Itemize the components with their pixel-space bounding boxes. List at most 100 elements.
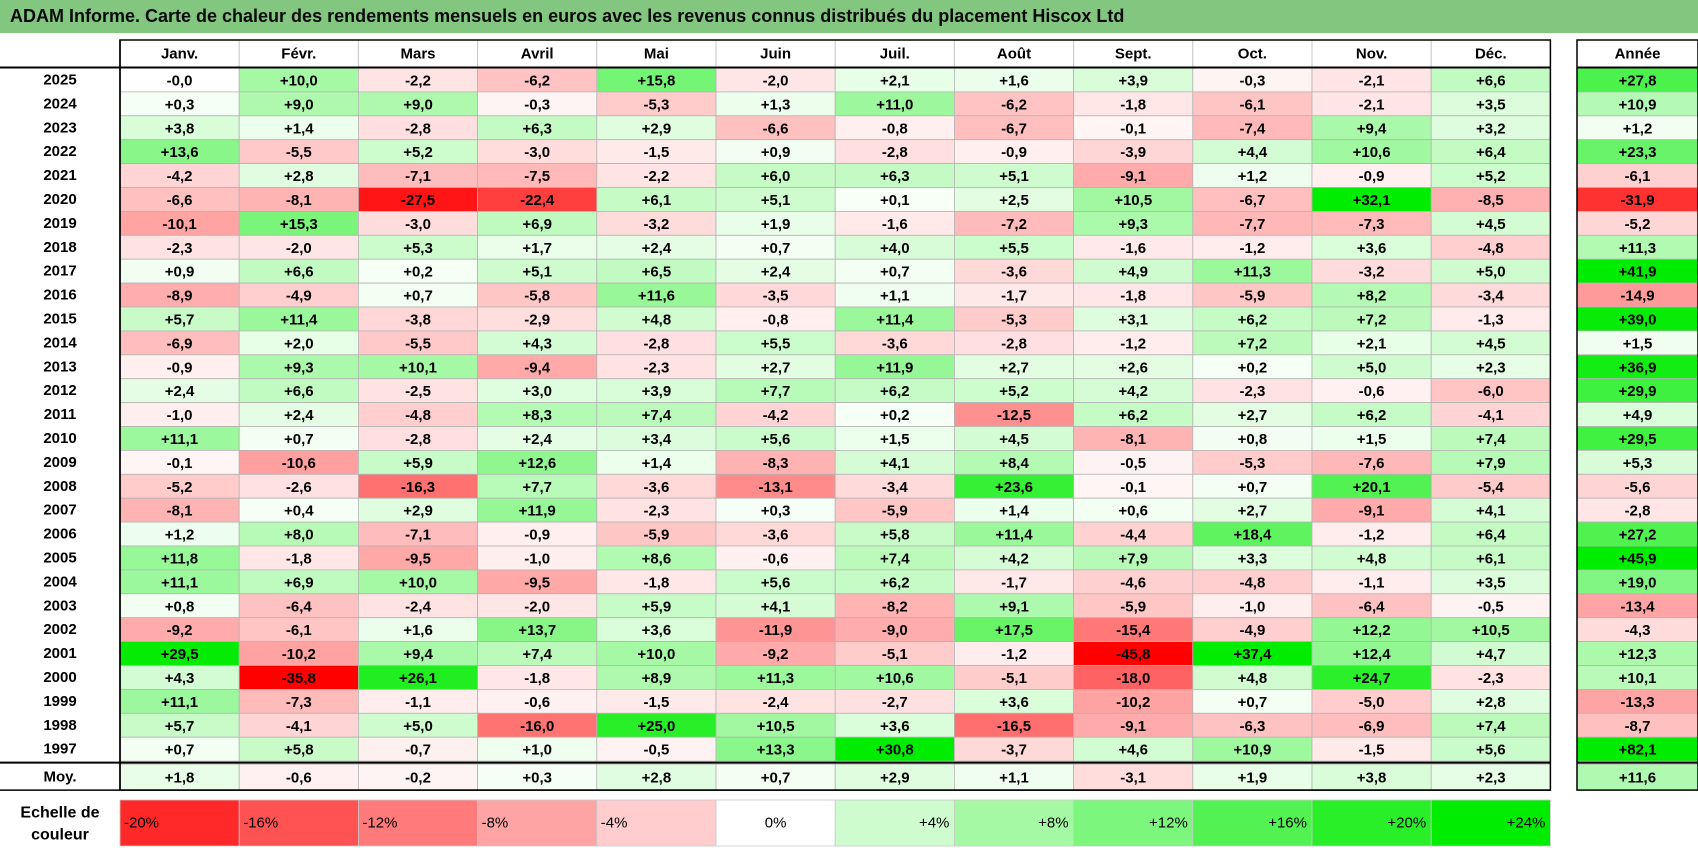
annual-cell-label: +39,0	[1619, 311, 1657, 328]
heatmap-cell-label: +5,2	[403, 144, 433, 161]
heatmap-cell-label: -7,5	[524, 168, 550, 185]
heatmap-cell-label: -0,6	[763, 550, 789, 567]
heatmap-cell-label: -11,9	[759, 622, 792, 639]
heatmap-cell-label: +11,1	[161, 431, 198, 448]
heatmap-cell-label: -7,4	[1239, 120, 1266, 137]
heatmap-cell-label: -5,9	[1120, 598, 1146, 615]
heatmap-cell-label: +6,0	[761, 168, 791, 185]
heatmap-cell-label: -3,9	[1120, 144, 1146, 161]
heatmap-cell-label: -1,3	[1478, 311, 1504, 328]
heatmap-cell-label: -6,1	[286, 622, 312, 639]
average-cell	[954, 763, 1075, 791]
scale-swatch-label: +16%	[1268, 815, 1307, 832]
annual-cell-label: +23,3	[1619, 144, 1657, 161]
average-cell-label: +1,1	[999, 770, 1029, 787]
heatmap-cell-label: +6,4	[1476, 144, 1506, 161]
heatmap-cell-label: +0,8	[165, 598, 195, 615]
heatmap-cell-label: -2,8	[882, 144, 908, 161]
heatmap-cell-label: +5,3	[403, 240, 433, 257]
row-year-label: 2022	[43, 143, 76, 160]
heatmap-cell-label: +12,6	[518, 455, 556, 472]
heatmap-cell-label: -4,4	[1120, 527, 1147, 544]
column-header-cell	[834, 39, 955, 69]
heatmap-cell-label: -8,1	[1120, 431, 1146, 448]
heatmap-cell-label: -9,1	[1359, 503, 1385, 520]
row-year-label: 2018	[43, 239, 76, 256]
heatmap-cell-label: -1,5	[643, 144, 669, 161]
average-cell	[1192, 763, 1313, 791]
heatmap-cell-label: +4,3	[165, 670, 195, 687]
heatmap-cell-label: +5,0	[1357, 359, 1387, 376]
heatmap-cell-label: +0,7	[761, 240, 791, 257]
heatmap-cell-label: +4,3	[522, 335, 552, 352]
average-cell-label: -0,2	[405, 770, 431, 787]
heatmap-cell-label: +3,5	[1476, 574, 1506, 591]
heatmap-cell-label: +1,2	[165, 527, 195, 544]
heatmap-cell-label: -13,1	[758, 479, 792, 496]
heatmap-cell-label: -0,9	[1359, 168, 1385, 185]
heatmap-cell-label: +10,9	[1233, 742, 1271, 759]
heatmap-cell-label: -6,9	[1359, 718, 1385, 735]
heatmap-cell-label: +7,9	[1476, 455, 1506, 472]
heatmap-cell-label: +6,3	[880, 168, 910, 185]
heatmap-cell-label: -16,5	[997, 718, 1031, 735]
heatmap-cell-label: +7,4	[1476, 431, 1506, 448]
heatmap-cell-label: -0,5	[1120, 455, 1146, 472]
annual-cell-label: +36,9	[1619, 359, 1657, 376]
heatmap-cell-label: -0,1	[1120, 120, 1146, 137]
heatmap-cell-label: -0,6	[1359, 383, 1385, 400]
heatmap-cell-label: +5,8	[880, 527, 910, 544]
heatmap-cell-label: -3,4	[1478, 288, 1505, 305]
scale-swatch	[1192, 799, 1313, 847]
row-year-label: 2012	[43, 382, 76, 399]
heatmap-cell-label: -7,1	[405, 527, 431, 544]
heatmap-cell-label: +2,8	[284, 168, 314, 185]
scale-swatch-label: -20%	[124, 815, 159, 832]
heatmap-cell-label: +18,4	[1233, 527, 1272, 544]
heatmap-cell-label: -2,3	[1239, 383, 1265, 400]
heatmap-cell-label: +11,0	[876, 96, 913, 113]
heatmap-cell-label: -2,5	[405, 383, 431, 400]
heatmap-cell-label: -2,0	[524, 598, 550, 615]
heatmap-cell-label: +0,7	[165, 742, 195, 759]
annual-cell-label: -31,9	[1620, 192, 1654, 209]
scale-label-line1: Echelle de	[20, 805, 99, 822]
scale-swatch-label: +12%	[1149, 815, 1188, 832]
heatmap-cell-label: -3,8	[405, 311, 431, 328]
heatmap-cell-label: +1,6	[403, 622, 433, 639]
heatmap-cell-label: +2,4	[761, 264, 791, 281]
annual-cell-label: +41,9	[1619, 264, 1657, 281]
row-year-label: 2008	[43, 478, 76, 495]
heatmap-cell-label: -4,9	[286, 288, 312, 305]
heatmap-cell-label: -0,1	[1120, 479, 1146, 496]
heatmap-cell-label: -3,6	[763, 527, 789, 544]
heatmap-cell-label: +2,3	[1476, 359, 1506, 376]
heatmap-cell-label: +6,2	[1357, 407, 1387, 424]
heatmap-cell-label: +6,4	[1476, 527, 1506, 544]
heatmap-cell-label: -12,5	[997, 407, 1031, 424]
column-header-cell	[119, 39, 240, 69]
heatmap-cell-label: +10,0	[399, 574, 437, 591]
heatmap-cell-label: -0,9	[524, 527, 550, 544]
heatmap-cell-label: -9,2	[167, 622, 193, 639]
heatmap-cell-label: +11,1	[161, 574, 198, 591]
heatmap-cell-label: +4,5	[999, 431, 1029, 448]
heatmap-cell-label: -6,2	[524, 72, 550, 89]
heatmap-cell-label: -2,0	[763, 72, 789, 89]
heatmap-cell-label: +11,6	[638, 288, 675, 305]
heatmap-cell-label: +6,6	[284, 383, 314, 400]
heatmap-cell-label: +10,6	[1353, 144, 1391, 161]
heatmap-cell-label: +5,0	[403, 718, 433, 735]
heatmap-cell-label: -9,2	[763, 646, 789, 663]
heatmap-cell-label: +2,9	[403, 503, 433, 520]
annual-cell-label: +29,9	[1619, 383, 1657, 400]
heatmap-cell-label: -0,9	[167, 359, 193, 376]
heatmap-cell-label: +7,2	[1357, 311, 1387, 328]
heatmap-cell-label: +0,9	[761, 144, 791, 161]
scale-swatch	[119, 799, 240, 847]
average-cell-label: +1,9	[1238, 770, 1268, 787]
heatmap-cell-label: +4,6	[1118, 742, 1148, 759]
column-header: Nov.	[1356, 46, 1387, 63]
heatmap-cell-label: +8,0	[284, 527, 314, 544]
heatmap-cell-label: -2,8	[405, 120, 431, 137]
